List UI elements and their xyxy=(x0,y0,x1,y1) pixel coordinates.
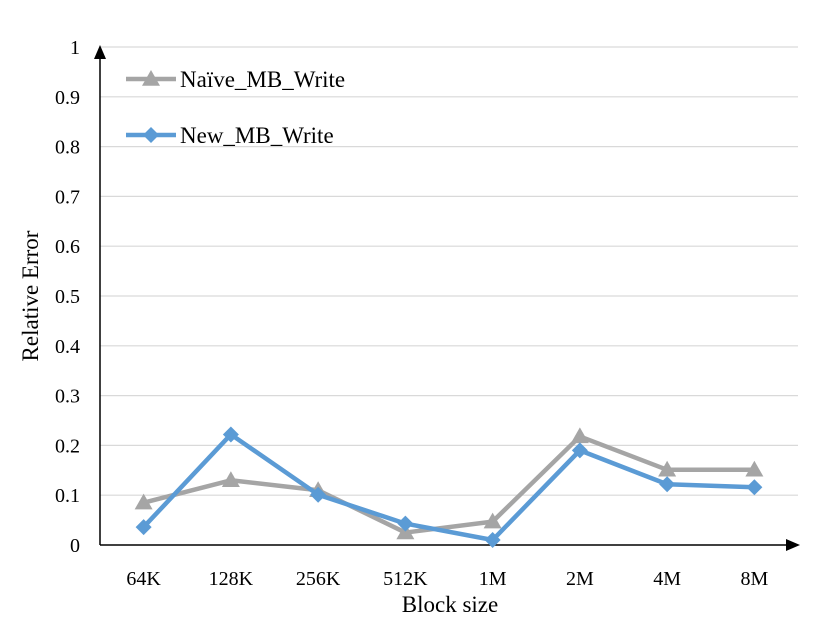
y-tick-label: 0.5 xyxy=(55,286,80,308)
legend-item-1: Naïve_MB_Write xyxy=(126,67,345,92)
legend-marker xyxy=(142,70,160,86)
x-tick-label: 4M xyxy=(653,568,681,590)
data-point xyxy=(746,479,763,496)
tick-labels: 0 0.1 0.2 0.3 0.4 0.5 0.6 0.7 0.8 0.9 1 64K 128K 256K… xyxy=(55,37,768,590)
legend-marker xyxy=(143,127,159,143)
x-tick-label: 128K xyxy=(209,568,254,590)
y-tick-label: 0.4 xyxy=(55,336,80,358)
data-point xyxy=(310,486,327,503)
data-point xyxy=(222,426,239,443)
legend-item-2: New_MB_Write xyxy=(126,123,334,148)
y-tick-label: 0.1 xyxy=(55,485,80,507)
data-point xyxy=(571,442,588,459)
x-tick-label: 1M xyxy=(479,568,507,590)
gridlines xyxy=(100,46,798,496)
y-tick-label: 0 xyxy=(70,535,80,557)
y-tick-label: 0.6 xyxy=(55,236,80,258)
y-tick-label: 0.3 xyxy=(55,386,80,408)
data-point xyxy=(745,460,764,477)
axes xyxy=(94,45,800,551)
series-layer xyxy=(134,426,764,549)
y-axis-label: Relative Error xyxy=(18,230,43,361)
data-point xyxy=(397,515,414,532)
x-axis-label: Block size xyxy=(402,592,498,617)
data-point xyxy=(135,519,152,536)
y-tick-label: 0.9 xyxy=(55,87,80,109)
legend: Naïve_MB_Write New_MB_Write xyxy=(126,67,345,148)
legend-label: New_MB_Write xyxy=(180,123,334,148)
y-tick-label: 0.8 xyxy=(55,137,80,159)
series-2 xyxy=(135,426,763,549)
y-tick-label: 0.2 xyxy=(55,435,80,457)
y-axis-arrow xyxy=(94,45,106,59)
data-point xyxy=(659,476,676,493)
data-point xyxy=(134,493,153,510)
data-point xyxy=(570,427,589,444)
series-line xyxy=(141,432,755,543)
data-point xyxy=(221,471,240,488)
y-tick-label: 0.7 xyxy=(55,186,80,208)
x-tick-label: 256K xyxy=(296,568,341,590)
y-tick-label: 1 xyxy=(70,37,80,59)
data-point xyxy=(658,460,677,477)
data-point xyxy=(483,512,502,529)
legend-label: Naïve_MB_Write xyxy=(180,67,345,92)
x-axis-arrow xyxy=(786,539,800,551)
x-tick-label: 2M xyxy=(566,568,594,590)
x-tick-label: 8M xyxy=(740,568,768,590)
data-point xyxy=(484,532,501,549)
x-tick-label: 64K xyxy=(126,568,161,590)
x-tick-label: 512K xyxy=(383,568,428,590)
series-line xyxy=(143,434,755,535)
